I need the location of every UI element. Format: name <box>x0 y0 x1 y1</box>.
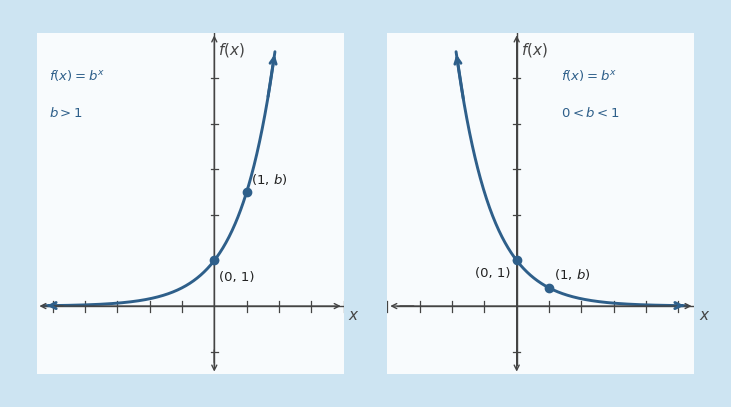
Text: $x$: $x$ <box>700 309 711 323</box>
Text: $b > 1$: $b > 1$ <box>50 106 83 120</box>
Text: $x$: $x$ <box>349 309 360 323</box>
Text: $f(x) = b^x$: $f(x) = b^x$ <box>561 68 617 83</box>
Text: (0, 1): (0, 1) <box>219 271 254 284</box>
Text: $f(x)$: $f(x)$ <box>218 41 245 59</box>
Text: (0, 1): (0, 1) <box>474 267 510 280</box>
Text: (1, $b$): (1, $b$) <box>251 172 288 187</box>
Text: $0 < b < 1$: $0 < b < 1$ <box>561 106 620 120</box>
Text: $f(x)$: $f(x)$ <box>520 41 548 59</box>
Text: $f(x) = b^x$: $f(x) = b^x$ <box>50 68 105 83</box>
Text: (1, $b$): (1, $b$) <box>554 267 591 282</box>
